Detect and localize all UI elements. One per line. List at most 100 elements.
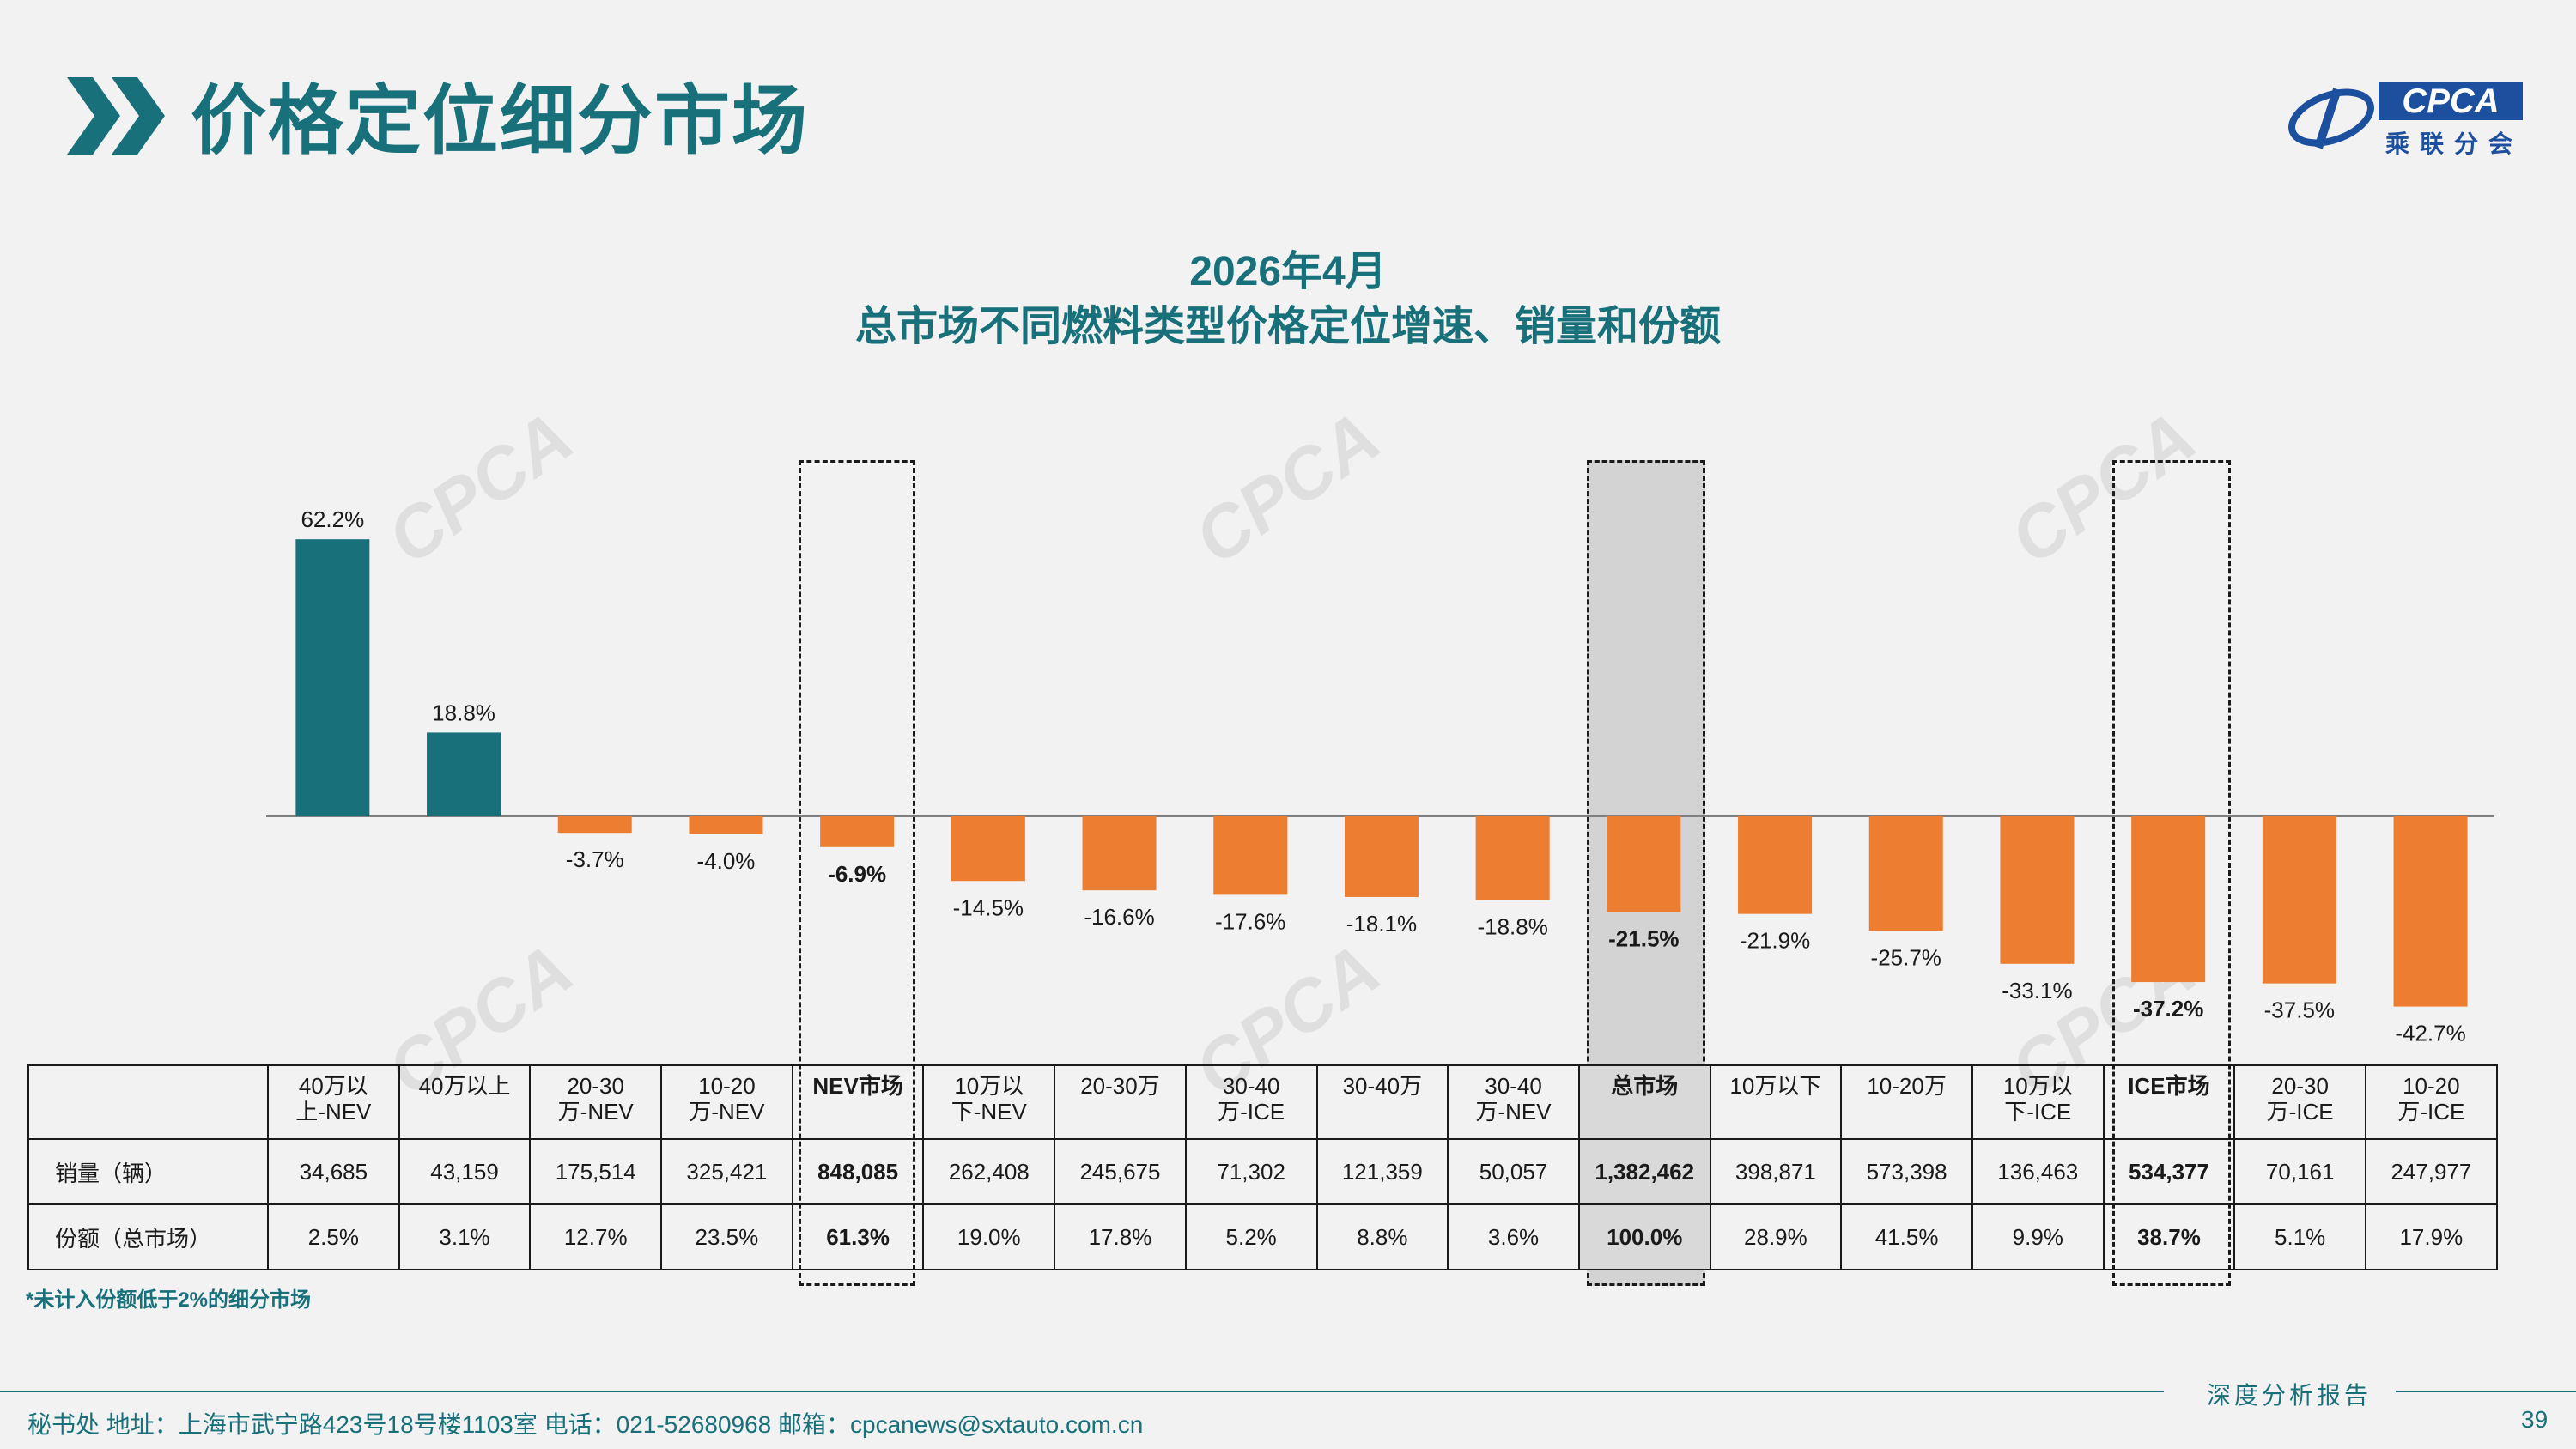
table-cell: 9.9% <box>1971 1203 2105 1270</box>
table-header-cell: 30-40 万-ICE <box>1184 1064 1318 1140</box>
bar-value-label: -6.9% <box>828 861 886 887</box>
footer-report-label: 深度分析报告 <box>2207 1381 2372 1410</box>
table-header-cell: 20-30万 <box>1054 1064 1187 1140</box>
bar-value-label: 62.2% <box>301 506 364 532</box>
table-cell: 61.3% <box>791 1203 925 1270</box>
bar-value-label: -21.5% <box>1608 926 1679 952</box>
table-cell: 17.9% <box>2365 1203 2498 1270</box>
table-header-cell: 30-40万 <box>1315 1064 1449 1140</box>
highlight-box-ice-market <box>2112 460 2231 1286</box>
table-header-cell: NEV市场 <box>791 1064 925 1140</box>
table-cell: 5.1% <box>2233 1203 2366 1270</box>
table-header-cell: 10-20 万-NEV <box>660 1064 793 1140</box>
table-cell: 534,377 <box>2102 1138 2236 1205</box>
bar-value-label: -33.1% <box>2002 978 2072 1003</box>
table-cell: 325,421 <box>660 1138 793 1205</box>
table-row-label: 销量（辆） <box>27 1138 269 1205</box>
chevron-double-icon <box>67 77 165 155</box>
bar-value-label: -21.9% <box>1740 928 1810 954</box>
table-header-cell: 10万以 下-NEV <box>922 1064 1056 1140</box>
table-cell: 50,057 <box>1447 1138 1580 1205</box>
table-cell: 34,685 <box>267 1138 400 1205</box>
bar-value-label: -18.8% <box>1477 914 1547 940</box>
bar-value-label: -37.5% <box>2264 997 2335 1023</box>
bar <box>427 732 501 816</box>
bar <box>689 816 763 834</box>
cpca-logo-icon <box>2288 88 2374 149</box>
bar-value-label: -4.0% <box>696 848 755 874</box>
bar <box>820 816 895 847</box>
footer-contact: 秘书处 地址：上海市武宁路423号18号楼1103室 电话：021-526809… <box>27 1411 1144 1438</box>
table-header-cell: 10-20 万-ICE <box>2365 1064 2498 1140</box>
bar <box>2000 816 2075 964</box>
table-cell: 398,871 <box>1709 1138 1843 1205</box>
highlight-box-nev-market <box>799 460 915 1286</box>
table-cell: 38.7% <box>2102 1203 2236 1270</box>
table-cell: 23.5% <box>660 1203 793 1270</box>
table-header-cell: 30-40 万-NEV <box>1447 1064 1580 1140</box>
bar <box>2262 816 2336 984</box>
table-cell: 262,408 <box>922 1138 1056 1205</box>
bar-value-label: 18.8% <box>432 700 495 725</box>
table-cell: 5.2% <box>1184 1203 1318 1270</box>
chart-subtitle: 总市场不同燃料类型价格定位增速、销量和份额 <box>854 304 1721 349</box>
bar-value-label: -37.2% <box>2133 996 2203 1022</box>
bar <box>1475 816 1550 900</box>
table-cell: 19.0% <box>922 1203 1056 1270</box>
table-header-cell: 40万以 上-NEV <box>267 1064 400 1140</box>
table-cell: 17.8% <box>1054 1203 1187 1270</box>
table-cell: 573,398 <box>1840 1138 1973 1205</box>
table-cell: 41.5% <box>1840 1203 1973 1270</box>
table-header-row: 40万以 上-NEV 40万以上 20-30 万-NEV 10-20 万-NEV NEV市场 1… <box>27 1064 2498 1140</box>
table-cell: 8.8% <box>1315 1203 1449 1270</box>
footnote: *未计入份额低于2%的细分市场 <box>26 1288 312 1312</box>
table-cell: 136,463 <box>1971 1138 2105 1205</box>
table-cell: 43,159 <box>398 1138 532 1205</box>
table-header-cell: 20-30 万-NEV <box>529 1064 663 1140</box>
table-cell: 70,161 <box>2233 1138 2366 1205</box>
table-row-label: 份额（总市场） <box>27 1203 269 1270</box>
bar <box>951 816 1025 882</box>
footer-divider <box>0 1391 2164 1392</box>
table-header-cell: 10-20万 <box>1840 1064 1973 1140</box>
table-cell: 3.1% <box>398 1203 532 1270</box>
bar-value-label: -25.7% <box>1871 944 1941 970</box>
table-row: 份额（总市场） 2.5% 3.1% 12.7% 23.5% 61.3% 19.0% 17.8%… <box>27 1203 2498 1270</box>
table-header-cell: 10万以下 <box>1709 1064 1843 1140</box>
bar-chart: 62.2% 18.8% -3.7% -4.0% -6.9% -14.5% -16.6% -17… <box>266 506 2494 1046</box>
table-cell: 12.7% <box>529 1203 663 1270</box>
bar-value-label: -42.7% <box>2395 1021 2465 1046</box>
table-header-cell: 20-30 万-ICE <box>2233 1064 2366 1140</box>
bar-value-label: -18.1% <box>1346 911 1417 937</box>
table-cell: 245,675 <box>1054 1138 1187 1205</box>
page-title: 价格定位细分市场 <box>191 78 810 163</box>
table-cell: 3.6% <box>1447 1203 1580 1270</box>
bar <box>557 816 632 834</box>
data-table: 40万以 上-NEV 40万以上 20-30 万-NEV 10-20 万-NEV NEV市场 1… <box>27 1064 2498 1270</box>
table-header-cell: 总市场 <box>1577 1064 1711 1140</box>
bar <box>1607 816 1681 912</box>
table-corner-cell <box>27 1064 269 1140</box>
footer-divider <box>2396 1391 2576 1392</box>
table-cell: 175,514 <box>529 1138 663 1205</box>
table-header-cell: ICE市场 <box>2102 1064 2236 1140</box>
bar-value-label: -14.5% <box>953 894 1024 920</box>
table-cell: 121,359 <box>1315 1138 1449 1205</box>
bar <box>1344 816 1419 897</box>
cpca-logo-text: CPCA <box>2379 82 2523 120</box>
table-cell: 247,977 <box>2365 1138 2498 1205</box>
table-header-cell: 10万以 下-ICE <box>1971 1064 2105 1140</box>
table-cell: 848,085 <box>791 1138 925 1205</box>
table-cell: 71,302 <box>1184 1138 1318 1205</box>
bar <box>2393 816 2468 1007</box>
bar <box>2131 816 2206 983</box>
bar <box>295 539 370 816</box>
page-number: 39 <box>2521 1406 2549 1433</box>
bar <box>1082 816 1157 891</box>
table-header-cell: 40万以上 <box>398 1064 532 1140</box>
table-cell: 2.5% <box>267 1203 400 1270</box>
bar-value-label: -17.6% <box>1215 908 1285 934</box>
bar-value-label: -3.7% <box>566 846 624 872</box>
bar-value-label: -16.6% <box>1084 904 1154 930</box>
chart-title: 2026年4月 <box>1189 249 1387 294</box>
